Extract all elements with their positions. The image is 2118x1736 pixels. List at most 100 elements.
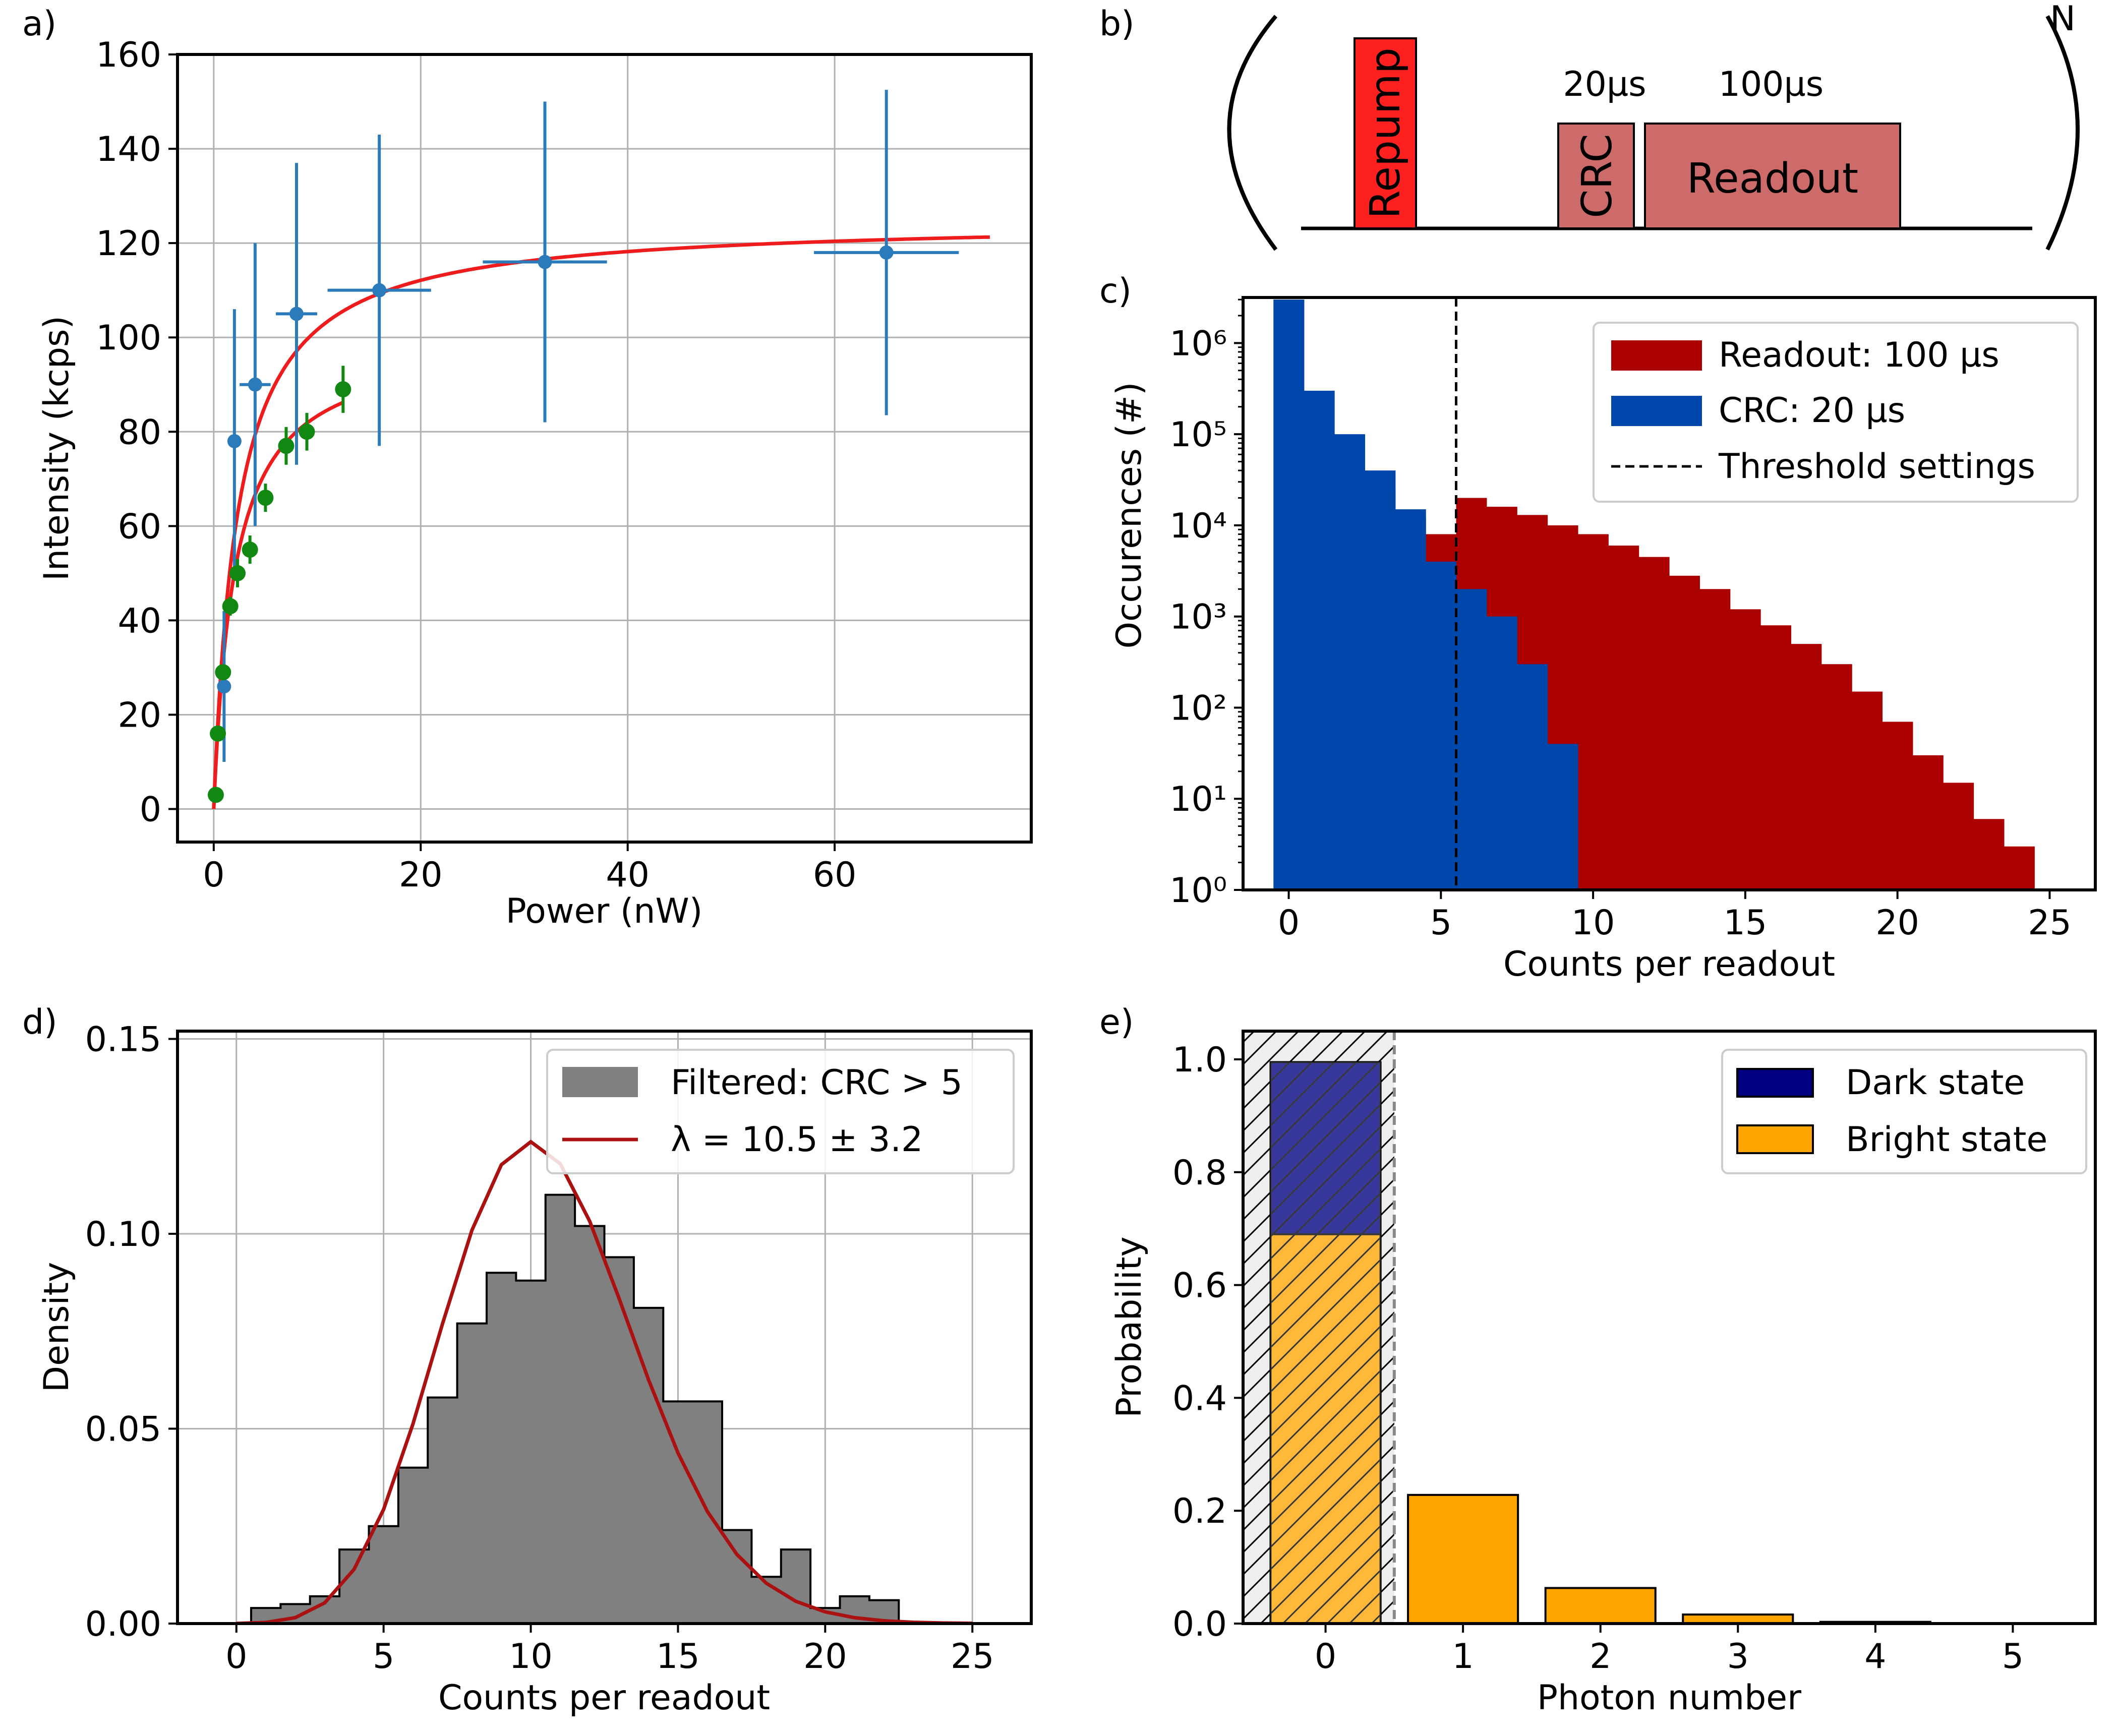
crc-label: CRC (1573, 134, 1621, 218)
xtick-label: 25 (951, 1637, 994, 1677)
xtick-label: 60 (813, 855, 857, 895)
legend-swatch-filtered (562, 1067, 638, 1097)
xtick-label: 0 (1278, 903, 1300, 943)
panel-d-poisson-curve (236, 1140, 973, 1624)
bright-state-bar (1407, 1493, 1519, 1624)
histogram-bar (428, 1397, 458, 1624)
marker (210, 725, 226, 742)
crc-duration-label: 20µs (1563, 65, 1646, 104)
panel-label-b: b) (1099, 4, 1135, 44)
histogram-bar (1547, 744, 1578, 890)
xtick-label: 25 (2028, 903, 2072, 943)
histogram-bar (1760, 625, 1792, 890)
ytick-label: 10⁰ (1169, 871, 1227, 911)
histogram-bar (2004, 846, 2035, 890)
xtick-label: 0 (225, 1637, 247, 1677)
repump-block (1354, 37, 1417, 229)
legend-swatch-readout (1611, 340, 1702, 371)
legend-label-dark: Dark state (1846, 1063, 2025, 1103)
crc-block (1557, 123, 1635, 229)
panel-d: 0 5 10 15 20 25 0.00 0.05 0.10 0.15 Counts per re… (37, 1020, 1033, 1718)
panel-c-legend: Readout: 100 µs CRC: 20 µs Threshold set… (1593, 322, 2079, 503)
green-data-point (242, 535, 258, 564)
ytick-label: 40 (117, 601, 161, 641)
marker (222, 598, 239, 615)
panel-label-e: e) (1099, 1002, 1134, 1042)
blue-data-point (240, 243, 271, 526)
histogram-bar (1821, 664, 1852, 890)
panel-d-histogram (250, 1193, 900, 1624)
repeat-exponent: N (2050, 0, 2076, 39)
legend-swatch-dark (1736, 1068, 1814, 1098)
marker (299, 424, 315, 440)
xtick-label: 10 (509, 1637, 553, 1677)
histogram-bar (1577, 534, 1609, 890)
panel-d-ticks: 0 5 10 15 20 25 0.00 0.05 0.10 0.15 (85, 1020, 994, 1677)
ytick-label: 10⁶ (1169, 324, 1227, 364)
xtick-label: 20 (803, 1637, 847, 1677)
panel-c-ticks: 0 5 10 15 20 25 10⁰ 10¹ 10² 10³ 10⁴ 10⁵ 10⁶ (1169, 298, 2072, 943)
panel-e-frame (1242, 1030, 2097, 1625)
xtick-label: 5 (373, 1637, 394, 1677)
xtick-label: 20 (1875, 903, 1919, 943)
histogram-bar (781, 1549, 811, 1624)
ytick-label: 10¹ (1169, 780, 1227, 819)
marker (538, 255, 552, 269)
histogram-bar (1973, 819, 2005, 890)
marker (248, 377, 262, 392)
right-parenthesis (2045, 15, 2080, 251)
histogram-bar (369, 1526, 399, 1624)
blue-data-point (227, 309, 242, 573)
xtick-label: 1 (1452, 1637, 1474, 1677)
marker (215, 664, 231, 681)
histogram-bar (1912, 755, 1944, 890)
histogram-bar (1395, 509, 1426, 890)
ytick-label: 60 (117, 507, 161, 547)
legend-swatch-crc (1611, 396, 1702, 426)
histogram-bar (1273, 300, 1305, 890)
green-data-point (210, 725, 226, 742)
legend-box (546, 1049, 1015, 1174)
histogram-bar (575, 1226, 605, 1624)
green-data-point (299, 412, 315, 451)
ytick-label: 140 (96, 130, 161, 169)
legend-label-readout: Readout: 100 µs (1719, 335, 1999, 375)
marker (207, 787, 224, 803)
panel-label-d: d) (22, 1002, 57, 1042)
green-data-point (207, 787, 224, 803)
xtick-label: 3 (1727, 1637, 1749, 1677)
histogram-bar (457, 1323, 487, 1624)
ytick-label: 10² (1169, 688, 1227, 728)
xtick-label: 5 (1430, 903, 1452, 943)
legend-label-bright: Bright state (1846, 1120, 2047, 1160)
xtick-label: 4 (1864, 1637, 1886, 1677)
histogram-bar (1304, 390, 1335, 890)
excluded-bar-fade (1270, 1062, 1381, 1624)
panel-label-c: c) (1099, 271, 1132, 311)
histogram-bar (1699, 589, 1731, 890)
panel-label-a: a) (22, 4, 56, 44)
histogram-bar (604, 1257, 634, 1624)
ytick-label: 0.00 (85, 1604, 161, 1644)
ytick-label: 0.6 (1172, 1266, 1227, 1306)
green-data-point (229, 559, 246, 587)
marker (227, 434, 242, 448)
histogram-bar (1334, 434, 1366, 890)
legend-label-threshold: Threshold settings (1718, 447, 2035, 487)
ytick-label: 80 (117, 412, 161, 452)
panel-c-xlabel: Counts per readout (1503, 944, 1835, 984)
marker (229, 565, 246, 581)
panel-e-ticks: 0 1 2 3 4 5 0.0 0.2 0.4 0.6 0.8 1.0 (1172, 1040, 2024, 1677)
ytick-label: 120 (96, 224, 161, 264)
xtick-label: 2 (1590, 1637, 1611, 1677)
panel-e-ylabel: Probability (1109, 1236, 1149, 1417)
marker (257, 490, 274, 506)
readout-duration-label: 100µs (1719, 65, 1823, 104)
blue-data-point (275, 163, 318, 465)
ytick-label: 1.0 (1172, 1040, 1227, 1080)
histogram-bar (1882, 722, 1913, 890)
fit-curve (212, 235, 990, 809)
left-parenthesis (1227, 15, 1278, 251)
